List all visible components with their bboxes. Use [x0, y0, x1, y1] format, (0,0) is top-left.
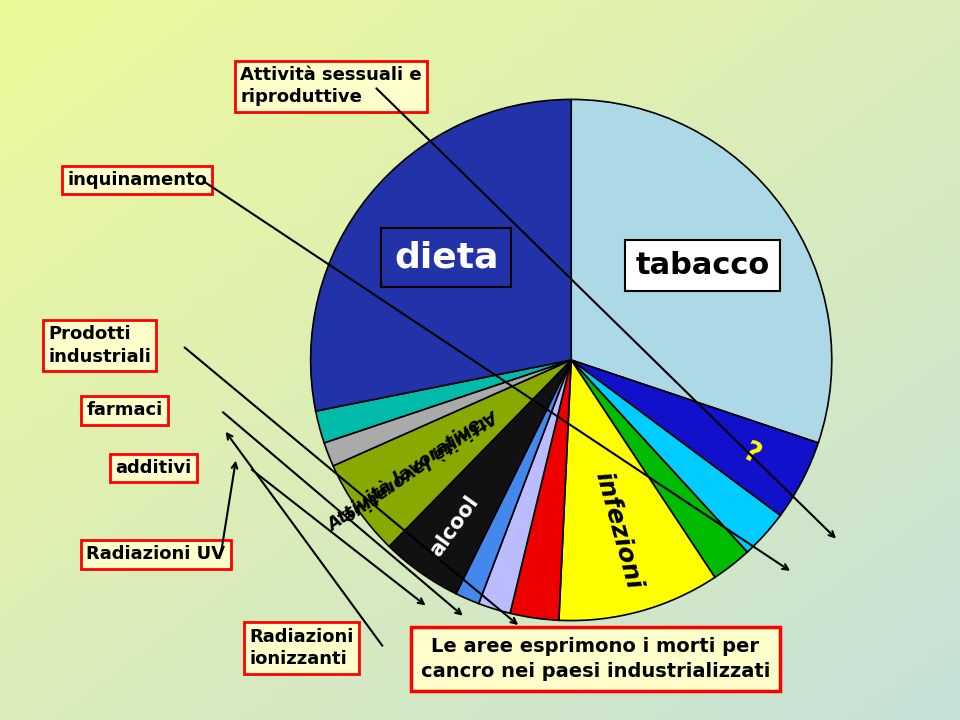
Wedge shape: [510, 360, 571, 620]
Text: alcool: alcool: [425, 492, 482, 560]
Text: Le aree esprimono i morti per
cancro nei paesi industrializzati: Le aree esprimono i morti per cancro nei…: [420, 636, 770, 681]
Wedge shape: [571, 360, 780, 552]
Wedge shape: [571, 360, 747, 577]
Wedge shape: [479, 360, 571, 613]
Wedge shape: [324, 360, 571, 466]
Text: tabacco: tabacco: [636, 251, 770, 280]
Text: farmaci: farmaci: [86, 401, 162, 419]
Wedge shape: [316, 360, 571, 443]
Wedge shape: [571, 360, 818, 516]
Text: Attività lavorative: Attività lavorative: [341, 405, 502, 524]
Text: dieta: dieta: [394, 240, 498, 274]
Wedge shape: [333, 360, 571, 546]
Wedge shape: [559, 360, 715, 621]
Text: Attività sessuali e
riproduttive: Attività sessuali e riproduttive: [240, 66, 421, 107]
Text: additivi: additivi: [115, 459, 191, 477]
Text: Attività lavorative: Attività lavorative: [324, 416, 485, 536]
Wedge shape: [456, 360, 571, 603]
Text: infezioni: infezioni: [590, 469, 646, 593]
Wedge shape: [389, 360, 571, 594]
Text: Radiazioni UV: Radiazioni UV: [86, 546, 226, 563]
Text: inquinamento: inquinamento: [67, 171, 207, 189]
Text: Prodotti
industriali: Prodotti industriali: [48, 325, 151, 366]
Wedge shape: [311, 99, 571, 411]
Text: ?: ?: [737, 438, 765, 470]
Wedge shape: [571, 99, 831, 443]
Text: Radiazioni
ionizzanti: Radiazioni ionizzanti: [250, 628, 354, 668]
